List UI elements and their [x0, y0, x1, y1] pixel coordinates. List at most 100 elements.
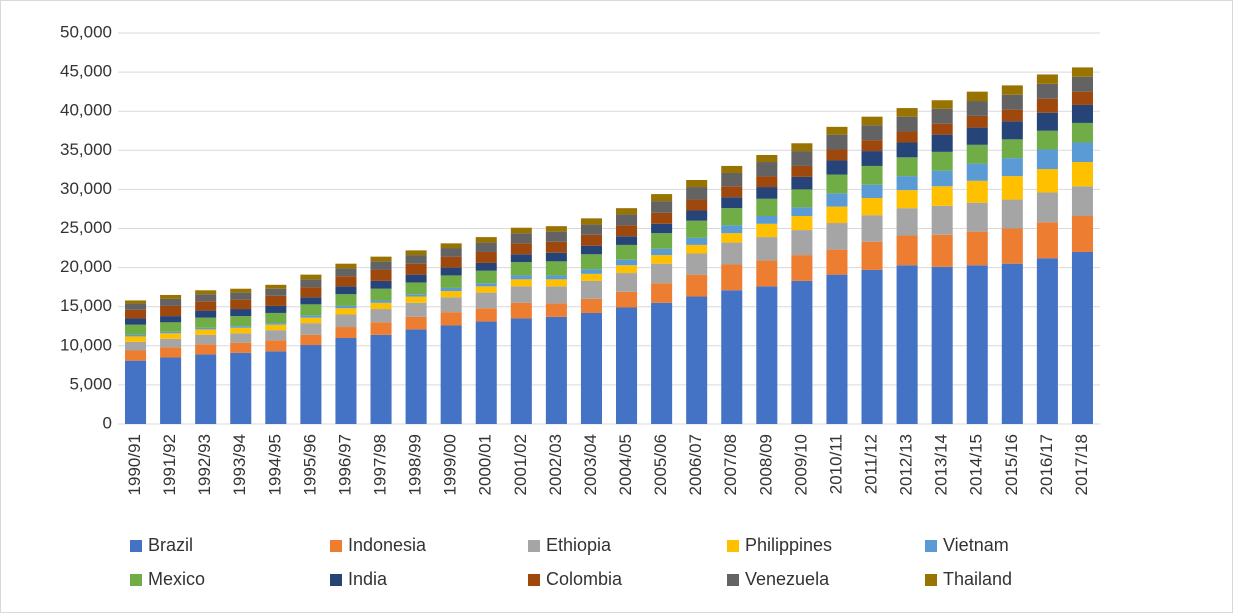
- x-tick-label: 2007/08: [721, 434, 740, 495]
- bar-segment: [440, 275, 462, 288]
- bar-segment: [370, 322, 392, 335]
- bar-segment: [791, 255, 813, 281]
- bar-segment: [1036, 192, 1058, 223]
- bar-segment: [651, 223, 673, 234]
- bar-segment: [791, 207, 813, 216]
- bar-segment: [405, 250, 427, 256]
- bar-segment: [440, 243, 462, 249]
- bar-segment: [195, 294, 217, 302]
- x-tick-label: 2005/06: [651, 434, 670, 495]
- bar-segment: [405, 263, 427, 275]
- bar-segment: [545, 286, 567, 304]
- bar-segment: [1001, 263, 1023, 424]
- x-tick-label: 2008/09: [756, 434, 775, 495]
- bar-segment: [931, 108, 953, 124]
- bar-segment: [721, 197, 743, 209]
- bar-segment: [826, 193, 848, 207]
- bar-segment: [651, 255, 673, 264]
- bar-segment: [510, 262, 532, 276]
- bar-segment: [616, 259, 638, 266]
- bar-segment: [1071, 104, 1093, 123]
- bar-segment: [651, 212, 673, 224]
- bar-segment: [125, 334, 147, 337]
- bar-segment: [1071, 122, 1093, 143]
- bar-segment: [440, 297, 462, 313]
- y-tick-label: 45,000: [60, 62, 112, 81]
- bar-segment: [616, 225, 638, 237]
- bar-segment: [861, 198, 883, 216]
- bar-segment: [896, 142, 918, 158]
- bar-segment: [616, 265, 638, 274]
- bar-segment: [405, 296, 427, 303]
- y-tick-label: 50,000: [60, 22, 112, 41]
- bar-segment: [195, 290, 217, 295]
- bar-segment: [721, 233, 743, 243]
- bar-segment: [1001, 109, 1023, 122]
- bar-segment: [1071, 162, 1093, 187]
- bar-segment: [265, 324, 287, 331]
- bar-segment: [510, 233, 532, 244]
- bar-segment: [475, 251, 497, 263]
- bar-segment: [510, 254, 532, 263]
- bar-segment: [721, 242, 743, 265]
- bar-segment: [721, 186, 743, 198]
- bar-segment: [1001, 94, 1023, 110]
- x-tick-label: 2013/14: [932, 434, 951, 495]
- bar-segment: [335, 337, 357, 424]
- bar-segment: [160, 322, 182, 332]
- bar-segment: [335, 327, 357, 338]
- bar-segment: [265, 323, 287, 325]
- bar-segment: [405, 316, 427, 330]
- bar-segment: [580, 224, 602, 235]
- bar-segment: [896, 265, 918, 424]
- bar-segment: [1036, 169, 1058, 193]
- bar-segment: [545, 231, 567, 242]
- bar-segment: [1071, 91, 1093, 105]
- bar-segment: [861, 116, 883, 126]
- bar-segment: [370, 309, 392, 323]
- legend-label: India: [348, 569, 388, 589]
- bar-segment: [300, 279, 322, 288]
- bar-segment: [545, 316, 567, 424]
- bar-segment: [1036, 130, 1058, 150]
- bar-segment: [580, 312, 602, 424]
- bar-segment: [1036, 149, 1058, 170]
- bar-segment: [370, 288, 392, 301]
- legend-label: Thailand: [943, 569, 1012, 589]
- bar-segment: [861, 151, 883, 166]
- legend-swatch: [528, 574, 540, 586]
- bar-segment: [370, 334, 392, 424]
- bar-segment: [1001, 199, 1023, 229]
- bar-segment: [1071, 186, 1093, 216]
- bar-segment: [896, 208, 918, 236]
- bar-segment: [756, 286, 778, 424]
- bar-segment: [265, 340, 287, 352]
- bar-segment: [580, 273, 602, 281]
- bar-segment: [370, 300, 392, 303]
- x-tick-label: 2011/12: [862, 434, 881, 494]
- y-tick-label: 25,000: [60, 218, 112, 237]
- bar-segment: [475, 292, 497, 309]
- bar-segment: [756, 237, 778, 261]
- x-tick-label: 2003/04: [581, 434, 600, 495]
- bar-segment: [756, 198, 778, 216]
- bar-segment: [896, 235, 918, 266]
- bar-segment: [265, 284, 287, 289]
- bar-segment: [300, 317, 322, 324]
- legend-swatch: [727, 574, 739, 586]
- bar-segment: [721, 225, 743, 234]
- bar-segment: [405, 294, 427, 297]
- x-tick-label: 1991/92: [160, 434, 179, 495]
- bar-segment: [510, 318, 532, 424]
- bar-segment: [545, 241, 567, 253]
- bar-segment: [966, 101, 988, 116]
- bar-segment: [861, 165, 883, 185]
- bar-segment: [265, 351, 287, 424]
- bar-segment: [440, 312, 462, 326]
- bar-segment: [545, 275, 567, 280]
- bar-segment: [440, 248, 462, 257]
- bar-segment: [686, 210, 708, 221]
- bar-segment: [195, 334, 217, 345]
- bar-segment: [1001, 158, 1023, 177]
